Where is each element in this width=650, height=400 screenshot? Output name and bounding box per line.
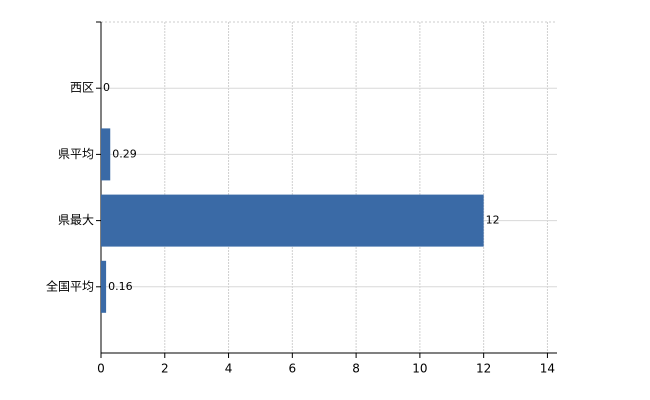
x-tick-label: 2	[161, 362, 169, 376]
x-tick-label: 8	[352, 362, 360, 376]
value-label: 0.29	[112, 147, 137, 160]
value-label: 12	[486, 214, 500, 227]
bar	[101, 128, 111, 181]
y-tick-label: 西区	[70, 81, 94, 95]
x-tick-label: 0	[97, 362, 105, 376]
y-tick-label: 全国平均	[46, 278, 94, 293]
x-tick-label: 6	[289, 362, 297, 376]
value-label: 0	[103, 81, 110, 94]
x-tick-label: 12	[476, 362, 491, 376]
bar	[101, 260, 107, 313]
x-tick-label: 4	[225, 362, 233, 376]
bar	[101, 194, 484, 247]
y-tick-label: 県平均	[58, 147, 94, 161]
value-label: 0.16	[108, 280, 133, 293]
x-tick-label: 10	[412, 362, 427, 376]
y-tick-label: 県最大	[58, 213, 94, 227]
x-tick-label: 14	[540, 362, 555, 376]
